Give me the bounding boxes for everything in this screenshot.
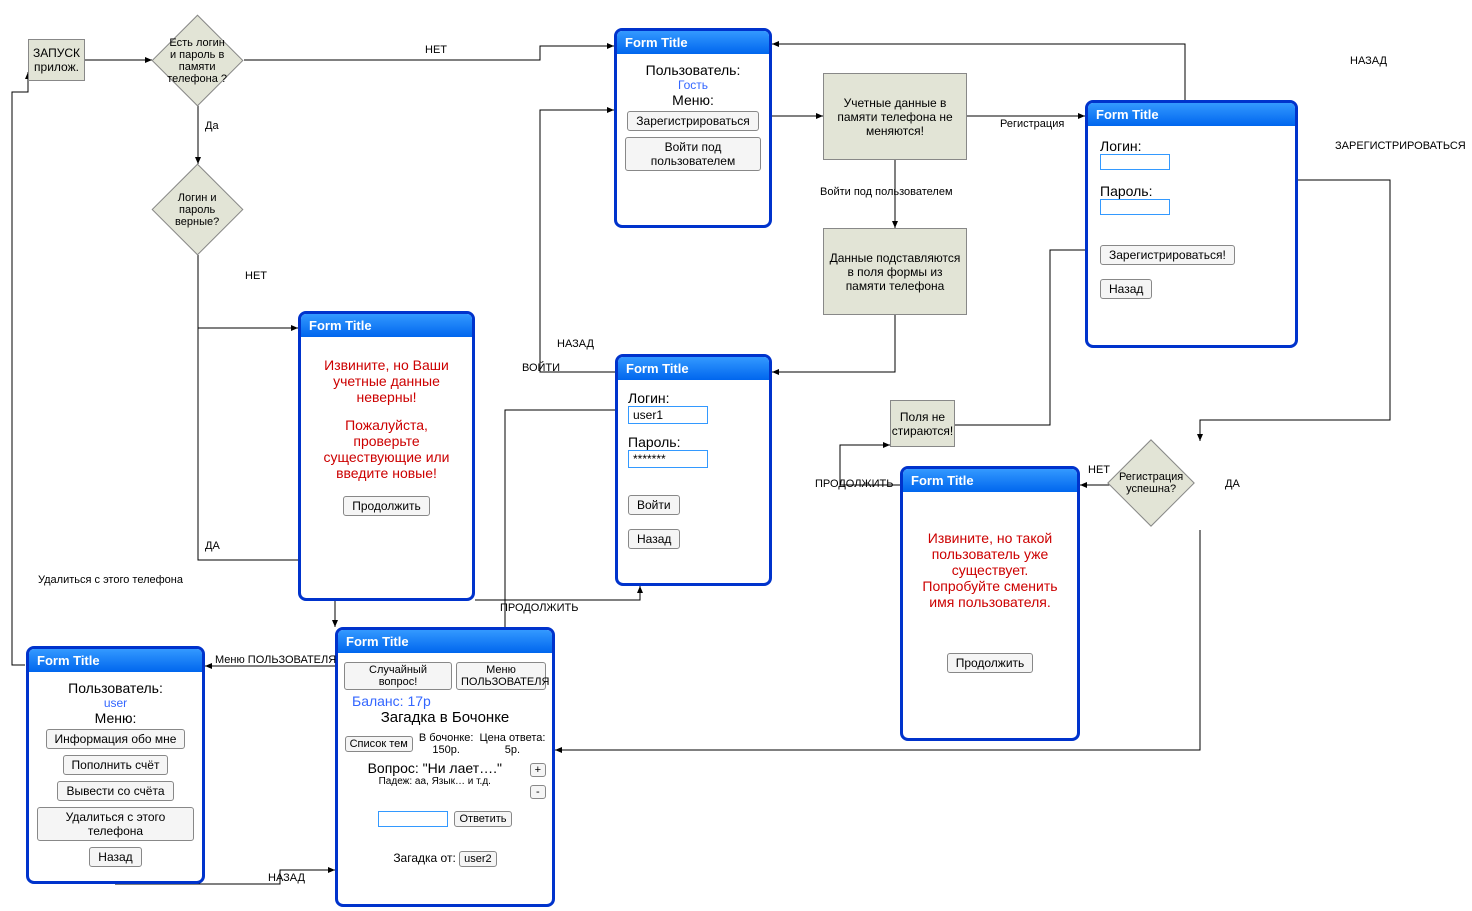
hint: Падеж: аа, Язык… и т.д. [344, 776, 526, 787]
minus-button[interactable]: - [530, 785, 546, 799]
form-title: Form Title [903, 469, 1077, 492]
edge-yes2: ДА [205, 540, 220, 552]
login-input[interactable]: user1 [628, 406, 708, 424]
answer-input[interactable] [378, 811, 448, 827]
login-label: Логин: [1100, 138, 1283, 154]
question: Вопрос: "Ни лает…." [344, 760, 526, 776]
decision-credentials-valid-text: Логин и пароль верные? [166, 192, 229, 228]
balance: Баланс: 17р [352, 693, 546, 709]
login-label: Логин: [628, 390, 759, 406]
error-line1: Извините, но Ваши учетные данные неверны… [313, 357, 460, 405]
plus-button[interactable]: + [530, 763, 546, 777]
exists-form: Form Title Извините, но такой пользовате… [900, 466, 1080, 741]
form-title: Form Title [618, 357, 769, 380]
edge-back3: НАЗАД [268, 872, 305, 884]
continue-button[interactable]: Продолжить [947, 653, 1034, 673]
form-title: Form Title [1088, 103, 1295, 126]
from-user[interactable]: user2 [459, 851, 497, 867]
start-label: ЗАПУСК прилож. [33, 46, 80, 74]
user-form: Form Title Пользователь: user Меню: Инфо… [26, 646, 205, 884]
edge-no3: НЕТ [1088, 464, 1110, 476]
user-label: Пользователь: [37, 680, 194, 696]
form-title: Form Title [617, 31, 769, 54]
back-button[interactable]: Назад [1100, 279, 1152, 299]
edge-no1: НЕТ [425, 44, 447, 56]
user-menu-button[interactable]: Меню ПОЛЬЗОВАТЕЛЯ [456, 662, 546, 690]
edge-back1: НАЗАД [1350, 55, 1387, 67]
form-title: Form Title [338, 630, 552, 653]
edge-enter: ВОЙТИ [522, 362, 560, 374]
user-label: Пользователь: [625, 62, 761, 78]
decision-reg-success-text: Регистрация успешна? [1119, 471, 1183, 495]
proc-substitute: Данные подставляются в поля формы из пам… [823, 228, 967, 315]
edge-usermenu: Меню ПОЛЬЗОВАТЕЛЯ [215, 654, 336, 666]
menu-label: Меню: [625, 92, 761, 108]
from-label: Загадка от: [393, 851, 455, 865]
edge-reg-caps: ЗАРЕГИСТРИРОВАТЬСЯ [1335, 140, 1466, 152]
proc-no-change: Учетные данные в памяти телефона не меня… [823, 73, 967, 160]
barrel-value: 150р. [419, 744, 474, 756]
start-box: ЗАПУСК прилож. [28, 39, 85, 81]
error-line2: Пожалуйста, проверьте существующие или в… [313, 417, 460, 481]
proc-no-erase-text: Поля не стираются! [892, 410, 953, 438]
answer-price-value: 5р. [479, 744, 545, 756]
back-button[interactable]: Назад [628, 529, 680, 549]
barrel-label: В бочонке: [419, 732, 474, 744]
menu-label: Меню: [37, 710, 194, 726]
proc-no-change-text: Учетные данные в памяти телефона не меня… [828, 96, 962, 138]
login-form: Form Title Логин: user1 Пароль: ******* … [615, 354, 772, 586]
edge-back2: НАЗАД [557, 338, 594, 350]
register-button[interactable]: Зарегистрироваться [627, 111, 758, 131]
edge-register: Регистрация [1000, 118, 1064, 130]
continue-button[interactable]: Продолжить [343, 496, 430, 516]
edge-yes3: ДА [1225, 478, 1240, 490]
answer-button[interactable]: Ответить [454, 811, 511, 827]
guest-form: Form Title Пользователь: Гость Меню: Зар… [614, 28, 772, 228]
exists-msg: Извините, но такой пользователь уже суще… [917, 530, 1063, 610]
error-form: Form Title Извините, но Ваши учетные дан… [298, 311, 475, 601]
decision-credentials-valid: Логин и пароль верные? [152, 164, 244, 256]
answer-price-label: Цена ответа: [479, 732, 545, 744]
edge-no2: НЕТ [245, 270, 267, 282]
proc-no-erase: Поля не стираются! [890, 400, 955, 447]
password-input[interactable]: ******* [628, 450, 708, 468]
user-value: user [37, 696, 194, 710]
game-form: Form Title Случайный вопрос! Меню ПОЛЬЗО… [335, 627, 555, 907]
login-input[interactable] [1100, 154, 1170, 170]
register-button[interactable]: Зарегистрироваться! [1100, 245, 1235, 265]
proc-substitute-text: Данные подставляются в поля формы из пам… [828, 251, 962, 293]
form-title: Form Title [301, 314, 472, 337]
edge-cont2: ПРОДОЛЖИТЬ [815, 478, 893, 490]
user-value: Гость [625, 78, 761, 92]
edge-yes1: Да [205, 120, 219, 132]
random-button[interactable]: Случайный вопрос! [344, 662, 452, 690]
password-label: Пароль: [1100, 183, 1283, 199]
edge-cont: ПРОДОЛЖИТЬ [500, 602, 578, 614]
decision-login-memory-text: Есть логин и пароль в памяти телефона ? [166, 37, 229, 85]
topics-button[interactable]: Список тем [345, 736, 413, 752]
password-input[interactable] [1100, 199, 1170, 215]
reg-form: Form Title Логин: Пароль: Зарегистрирова… [1085, 100, 1298, 348]
password-label: Пароль: [628, 434, 759, 450]
edge-loginas: Войти под пользователем [820, 186, 953, 198]
remove-button[interactable]: Удалиться с этого телефона [37, 807, 194, 841]
back-button[interactable]: Назад [89, 847, 141, 867]
game-title: Загадка в Бочонке [344, 709, 546, 726]
topup-button[interactable]: Пополнить счёт [63, 755, 169, 775]
decision-reg-success: Регистрация успешна? [1107, 439, 1195, 527]
enter-button[interactable]: Войти [628, 495, 680, 515]
decision-login-memory: Есть логин и пароль в памяти телефона ? [152, 15, 244, 107]
login-as-button[interactable]: Войти под пользователем [625, 137, 761, 171]
edge-remove: Удалиться с этого телефона [38, 574, 183, 586]
form-title: Form Title [29, 649, 202, 672]
info-button[interactable]: Информация обо мне [46, 729, 186, 749]
withdraw-button[interactable]: Вывести со счёта [57, 781, 173, 801]
